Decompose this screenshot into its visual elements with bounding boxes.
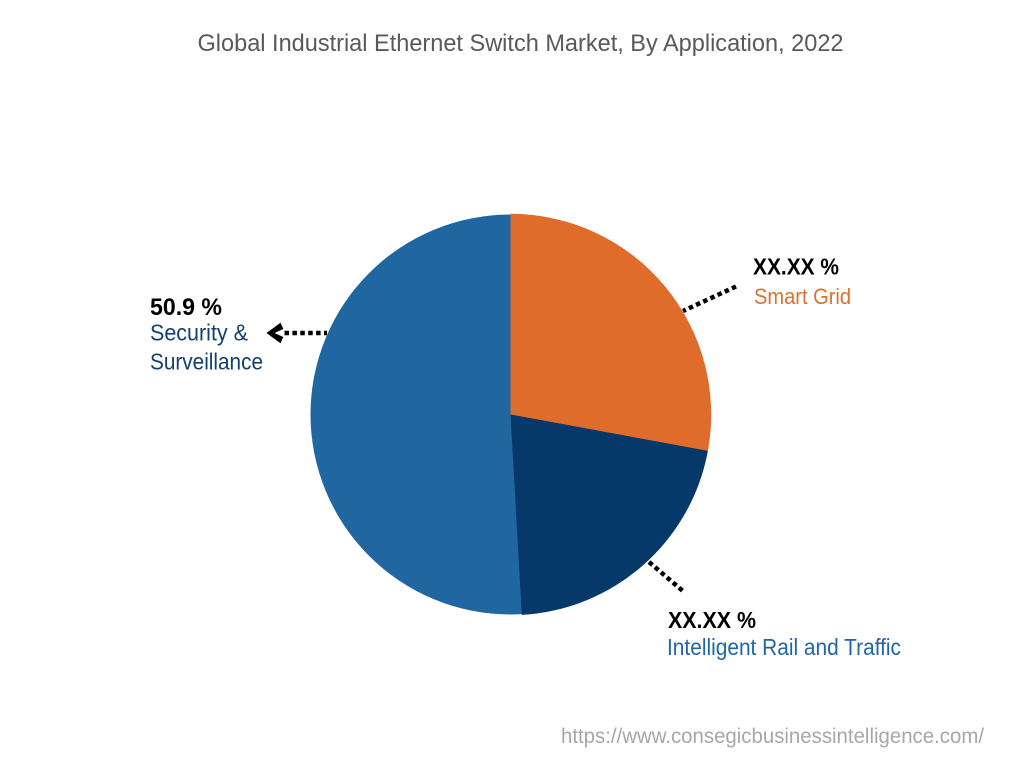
svg-text:https://www.consegicbusinessin: https://www.consegicbusinessintelligence… [561, 725, 984, 748]
svg-text:Surveillance: Surveillance [150, 349, 263, 375]
svg-text:Smart Grid: Smart Grid [754, 284, 851, 309]
svg-text:Security &: Security & [150, 320, 248, 346]
svg-text:XX.XX %: XX.XX % [668, 607, 756, 633]
svg-text:Intelligent Rail and Traffic: Intelligent Rail and Traffic [667, 634, 901, 660]
svg-text:XX.XX %: XX.XX % [753, 254, 839, 280]
svg-text:50.9 %: 50.9 % [150, 294, 222, 321]
svg-text:Global Industrial Ethernet Swi: Global Industrial Ethernet Switch Market… [198, 30, 844, 57]
